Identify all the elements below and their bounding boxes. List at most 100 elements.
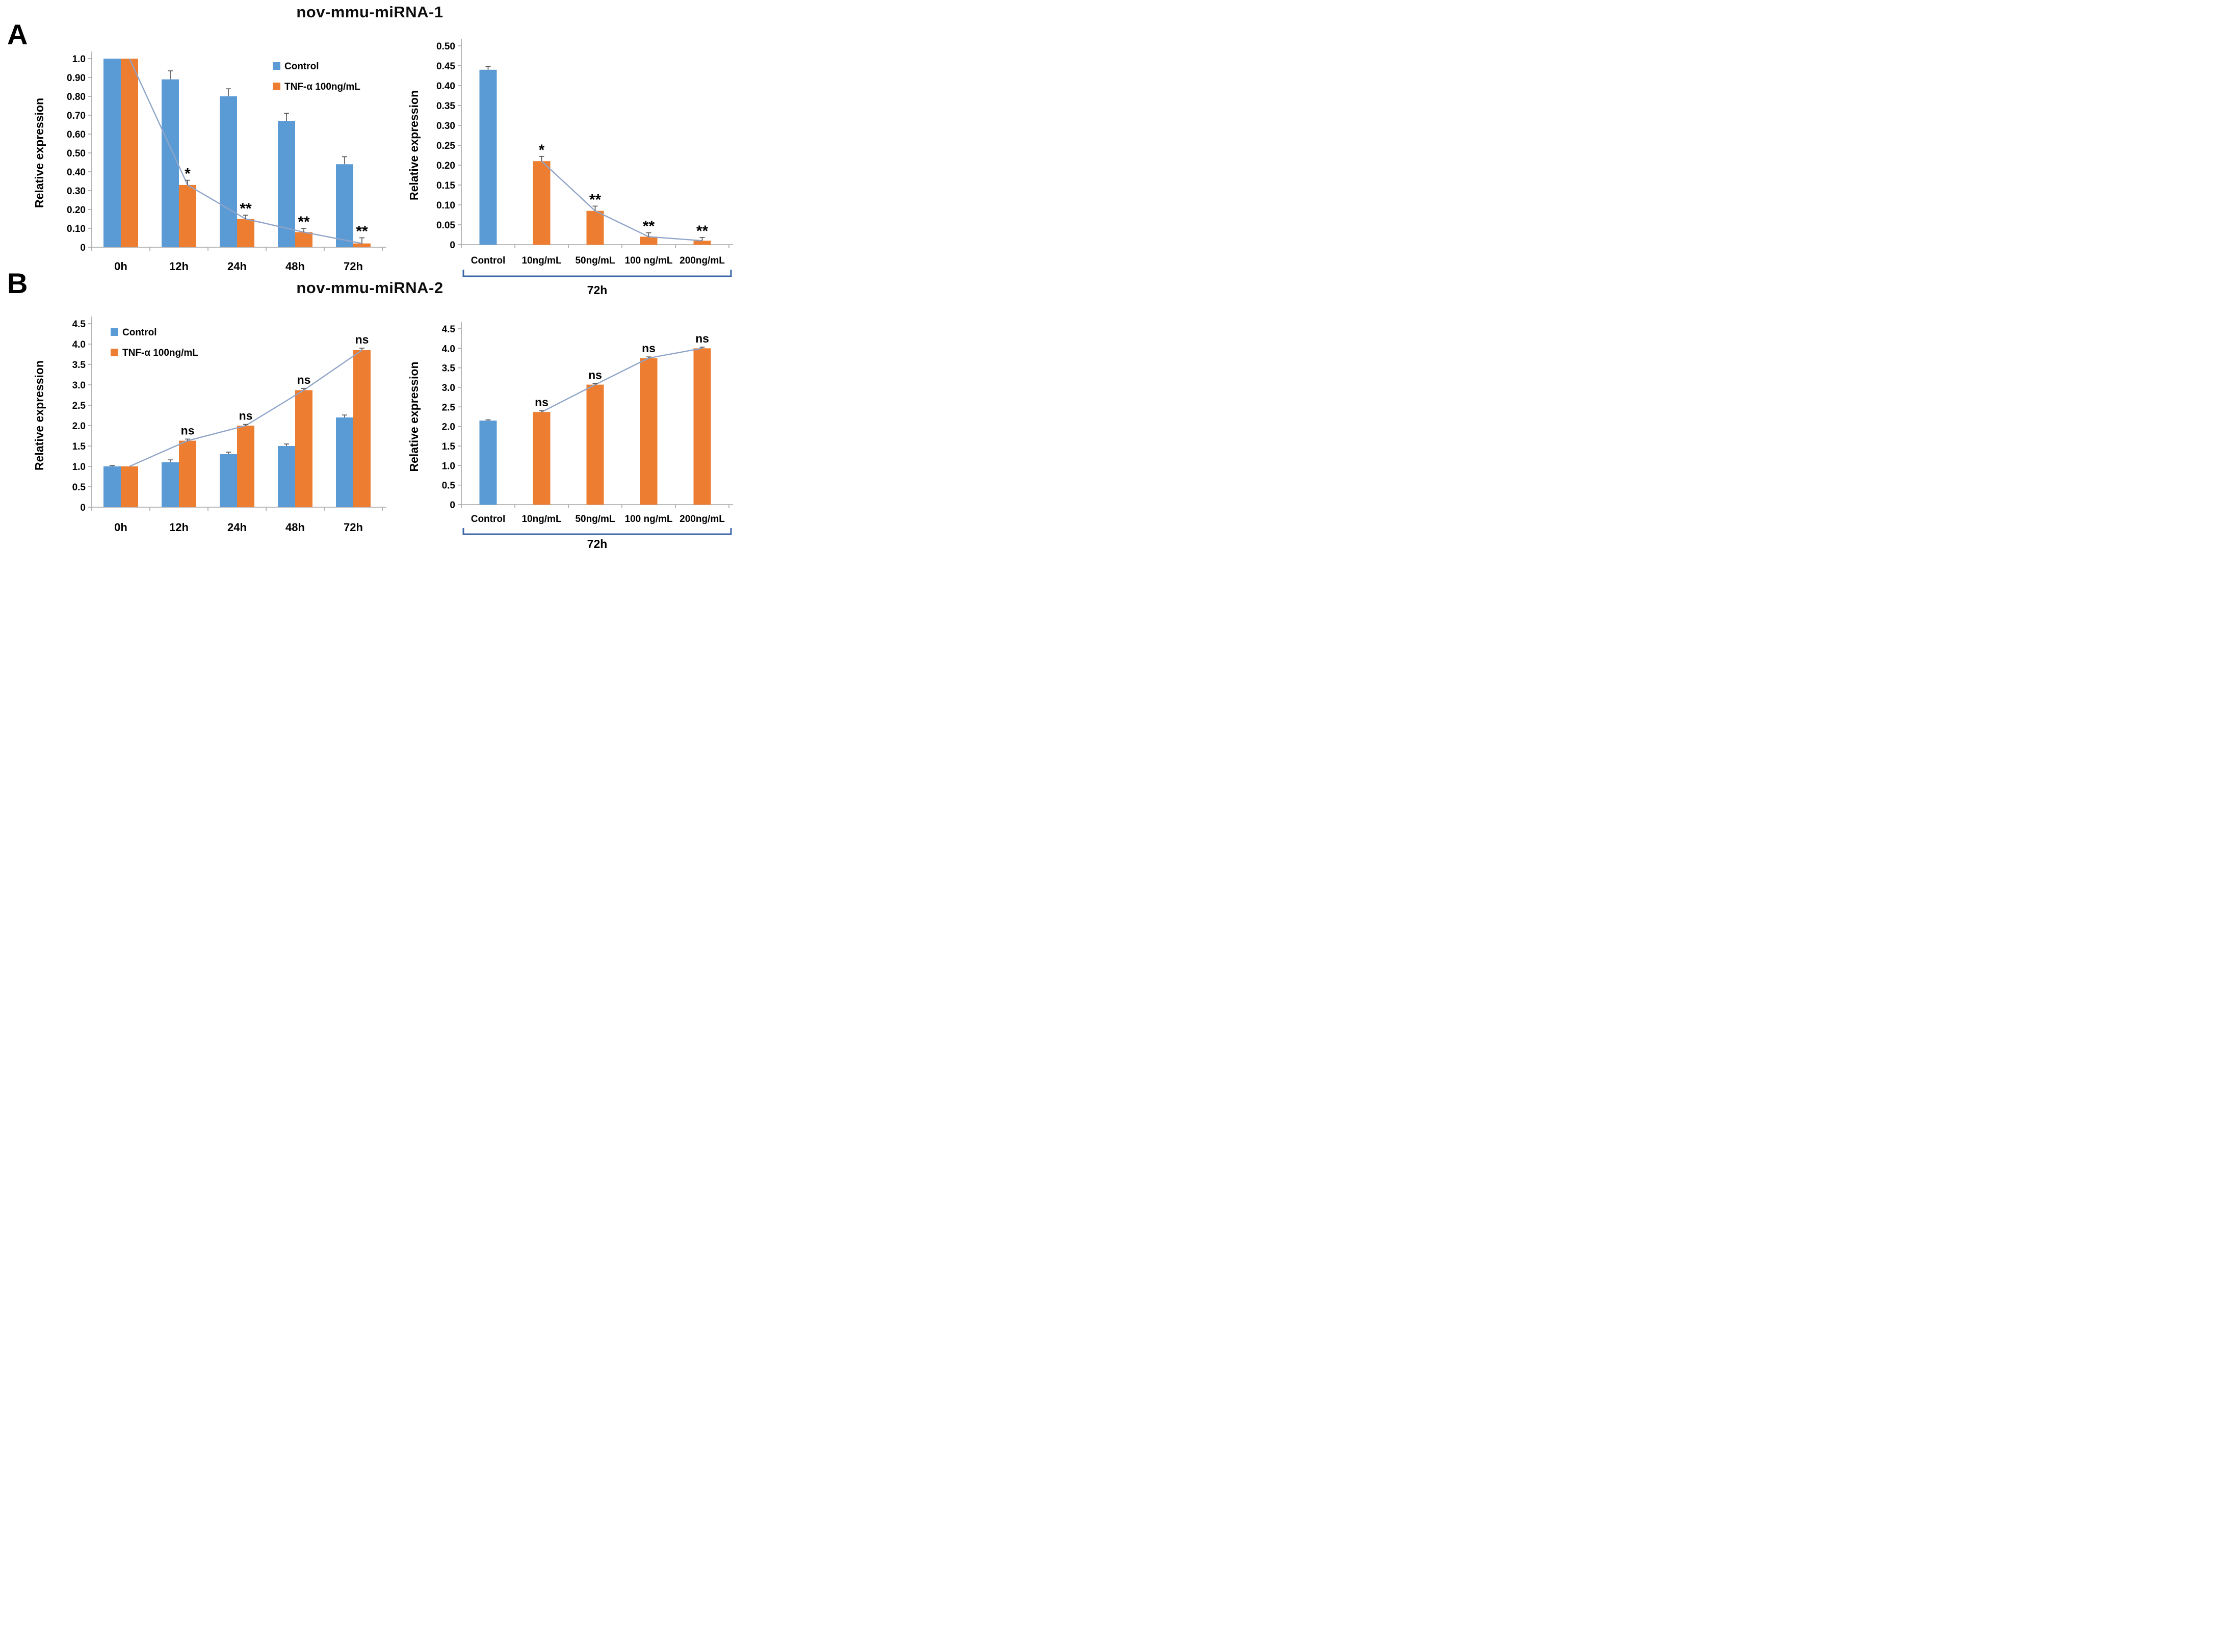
- error-bar: [301, 228, 306, 232]
- error-bar: [646, 356, 651, 358]
- error-bar: [485, 66, 491, 70]
- x-tick-label: 0h: [114, 521, 127, 534]
- error-bar: [485, 419, 491, 421]
- bar-Control: [278, 121, 295, 247]
- y-tick-label: 2.5: [442, 402, 456, 413]
- y-tick-label: 0.20: [67, 205, 86, 216]
- x-tick-label: 100 ng/mL: [625, 255, 673, 266]
- y-tick-label: 0.80: [67, 92, 86, 102]
- y-tick-label: 3.5: [442, 363, 456, 374]
- error-bar: [699, 237, 705, 241]
- y-tick-label: 0.30: [436, 121, 455, 132]
- x-tick-label: 10ng/mL: [521, 255, 562, 266]
- y-tick-label: 0.40: [67, 167, 86, 178]
- y-tick-label: 2.5: [72, 401, 86, 411]
- y-tick-label: 4.0: [72, 339, 86, 350]
- x-tick-label: 48h: [285, 521, 305, 534]
- y-tick-label: 0.25: [436, 141, 455, 151]
- x-tick-label: 0h: [114, 260, 127, 273]
- error-bar: [646, 232, 651, 237]
- legend-label: TNF-α 100ng/mL: [284, 82, 360, 92]
- y-tick-label: 0.35: [436, 101, 455, 112]
- y-axis-title: Relative expression: [33, 98, 46, 208]
- error-bar: [243, 215, 248, 219]
- bar-Control: [220, 454, 237, 507]
- y-tick-label: 2.0: [442, 422, 455, 433]
- trend-line: [541, 161, 702, 242]
- y-tick-label: 3.0: [442, 383, 455, 394]
- x-tick-label: 12h: [169, 521, 189, 534]
- legend-label: Control: [284, 61, 319, 72]
- bracket: [462, 270, 732, 277]
- y-tick-label: 4.5: [72, 319, 86, 330]
- significance-annotation: **: [696, 223, 709, 240]
- error-bar: [699, 347, 705, 349]
- significance-annotation: **: [643, 218, 655, 235]
- bar-Control: [336, 164, 353, 247]
- x-tick-label: 24h: [227, 260, 247, 273]
- x-tick-label: Control: [471, 514, 506, 525]
- y-tick-label: 1.0: [72, 54, 86, 65]
- chart-svg-mirna1-dose-72h: 0.50 0.45 0.40 0.35 0.30 0.25 0.20 0.15 0.10 0.05…: [407, 39, 733, 297]
- panel-a-title: nov-mmu-miRNA-1: [296, 3, 443, 21]
- x-tick-label: 24h: [227, 521, 247, 534]
- bar-Control: [278, 446, 295, 507]
- y-axis-title: Relative expression: [33, 360, 46, 470]
- bar-TNF-α 100ng/mL: [237, 426, 254, 507]
- error-bar: [301, 388, 306, 390]
- y-tick-label: 0: [80, 503, 86, 513]
- bar-TNF-α 100ng/mL: [237, 219, 254, 247]
- legend-swatch: [273, 62, 280, 70]
- chart-mirna1-dose-72h: 0.50 0.45 0.40 0.35 0.30 0.25 0.20 0.15 0.10 0.05…: [403, 13, 739, 307]
- x-tick-label: 72h: [344, 521, 363, 534]
- y-tick-label: 4.5: [442, 324, 456, 335]
- bar-10ng/mL: [533, 161, 551, 245]
- legend-swatch: [111, 349, 118, 356]
- chart-svg-mirna2-dose-72h: 4.5 4.0 3.5 3.0 2.5 2.0 1.5 1.0 0.5 0 Relative exp…: [407, 322, 733, 550]
- significance-annotation: **: [589, 191, 602, 208]
- bar-Control: [220, 96, 237, 247]
- bar-Control: [336, 417, 353, 507]
- bracket-label: 72h: [587, 283, 608, 297]
- error-bar: [342, 156, 347, 165]
- y-tick-label: 0.5: [442, 481, 456, 491]
- y-axis-title: Relative expression: [407, 90, 421, 200]
- error-bar: [284, 113, 289, 121]
- error-bar: [342, 414, 347, 417]
- y-axis-title: Relative expression: [407, 361, 421, 471]
- bar-Control: [103, 466, 121, 507]
- bar-200ng/mL: [693, 241, 711, 245]
- panel-b-label: B: [7, 267, 28, 299]
- y-tick-label: 0.60: [67, 129, 86, 140]
- x-tick-label: 50ng/mL: [575, 514, 615, 525]
- bar-Control: [103, 59, 121, 247]
- significance-annotation: ns: [535, 396, 549, 409]
- y-tick-label: 2.0: [72, 421, 86, 432]
- bar-TNF-α 100ng/mL: [121, 466, 138, 507]
- error-bar: [243, 424, 248, 426]
- significance-annotation: ns: [181, 424, 195, 437]
- bar-Control: [479, 421, 497, 505]
- chart-mirna2-timecourse: 4.5 4.0 3.5 3.0 2.5 2.0 1.5 1.0 0.5 0 Relative exp…: [28, 306, 395, 550]
- legend-label: Control: [122, 327, 157, 338]
- y-tick-label: 0: [450, 240, 455, 251]
- chart-svg-mirna2-timecourse: 4.5 4.0 3.5 3.0 2.5 2.0 1.5 1.0 0.5 0 Relative exp…: [33, 317, 386, 534]
- x-tick-label: 12h: [169, 260, 189, 273]
- bar-TNF-α 100ng/mL: [121, 59, 138, 247]
- bar-TNF-α 100ng/mL: [295, 390, 312, 507]
- x-tick-label: 72h: [344, 260, 363, 273]
- y-tick-label: 0.05: [436, 220, 455, 231]
- bar-TNF-α 100ng/mL: [353, 350, 371, 507]
- legend-swatch: [273, 83, 280, 90]
- y-tick-label: 0.10: [436, 200, 455, 211]
- bar-100 ng/mL: [640, 237, 658, 245]
- panel-b-title: nov-mmu-miRNA-2: [296, 279, 443, 297]
- significance-annotation: *: [539, 142, 545, 159]
- error-bar: [110, 465, 115, 466]
- y-tick-label: 0.90: [67, 73, 86, 84]
- bar-50ng/mL: [586, 211, 604, 245]
- y-tick-label: 0.30: [67, 186, 86, 197]
- y-tick-label: 0.40: [436, 81, 455, 92]
- error-bar: [185, 438, 190, 441]
- bracket: [462, 528, 732, 535]
